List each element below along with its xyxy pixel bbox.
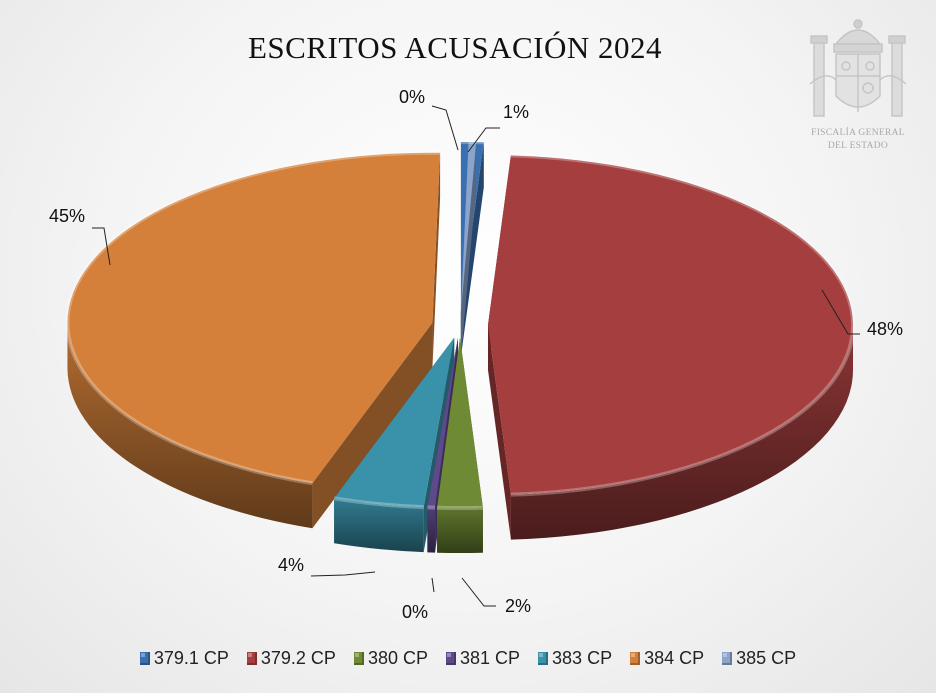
leader-line <box>431 105 459 151</box>
legend-item: 385 CP <box>722 648 796 669</box>
pie-slice <box>488 153 856 540</box>
legend-swatch <box>246 652 257 665</box>
legend-swatch <box>445 652 456 665</box>
leader-line <box>431 577 435 593</box>
legend-label: 381 CP <box>459 648 521 668</box>
legend-swatch <box>538 652 549 665</box>
legend-item: 379.2 CP <box>246 648 336 669</box>
coat-of-arms-icon <box>809 19 907 117</box>
legend-swatch <box>722 652 733 665</box>
pie-slice <box>65 150 441 529</box>
data-label: 48% <box>867 319 903 339</box>
data-label: 1% <box>503 102 529 122</box>
data-label: 2% <box>505 596 531 616</box>
leader-line <box>821 289 860 335</box>
data-label: 0% <box>399 87 425 107</box>
data-label: 0% <box>402 602 428 622</box>
data-label: 4% <box>278 555 304 575</box>
legend-label: 384 CP <box>644 648 705 668</box>
pie-slice <box>437 338 483 554</box>
legend-item: 383 CP <box>538 648 612 669</box>
leader-line <box>461 577 496 607</box>
legend-item: 384 CP <box>630 648 704 669</box>
leader-line <box>92 227 111 266</box>
data-label: 45% <box>49 206 85 226</box>
emblem-line-2: DEL ESTADO <box>827 141 889 151</box>
chart-title: ESCRITOS ACUSACIÓN 2024 <box>247 30 662 65</box>
chart-legend: 379.1 CP 379.2 CP 380 CP 381 CP 383 CP 384 CP… <box>0 648 936 669</box>
pie-slice <box>460 140 477 357</box>
leader-line <box>467 127 500 153</box>
emblem-line-1: FISCALÍA GENERAL <box>811 128 905 138</box>
legend-label: 379.2 CP <box>260 648 336 668</box>
legend-label: 385 CP <box>736 648 797 668</box>
legend-swatch <box>139 652 150 665</box>
legend-item: 379.1 CP <box>139 648 229 669</box>
legend-label: 380 CP <box>367 648 428 668</box>
leader-line <box>310 571 376 577</box>
legend-item: 380 CP <box>353 648 428 669</box>
legend-label: 383 CP <box>552 648 613 668</box>
legend-item: 381 CP <box>445 648 521 669</box>
legend-swatch <box>353 652 364 665</box>
legend-label: 379.1 CP <box>153 648 229 668</box>
legend-swatch <box>630 652 641 665</box>
